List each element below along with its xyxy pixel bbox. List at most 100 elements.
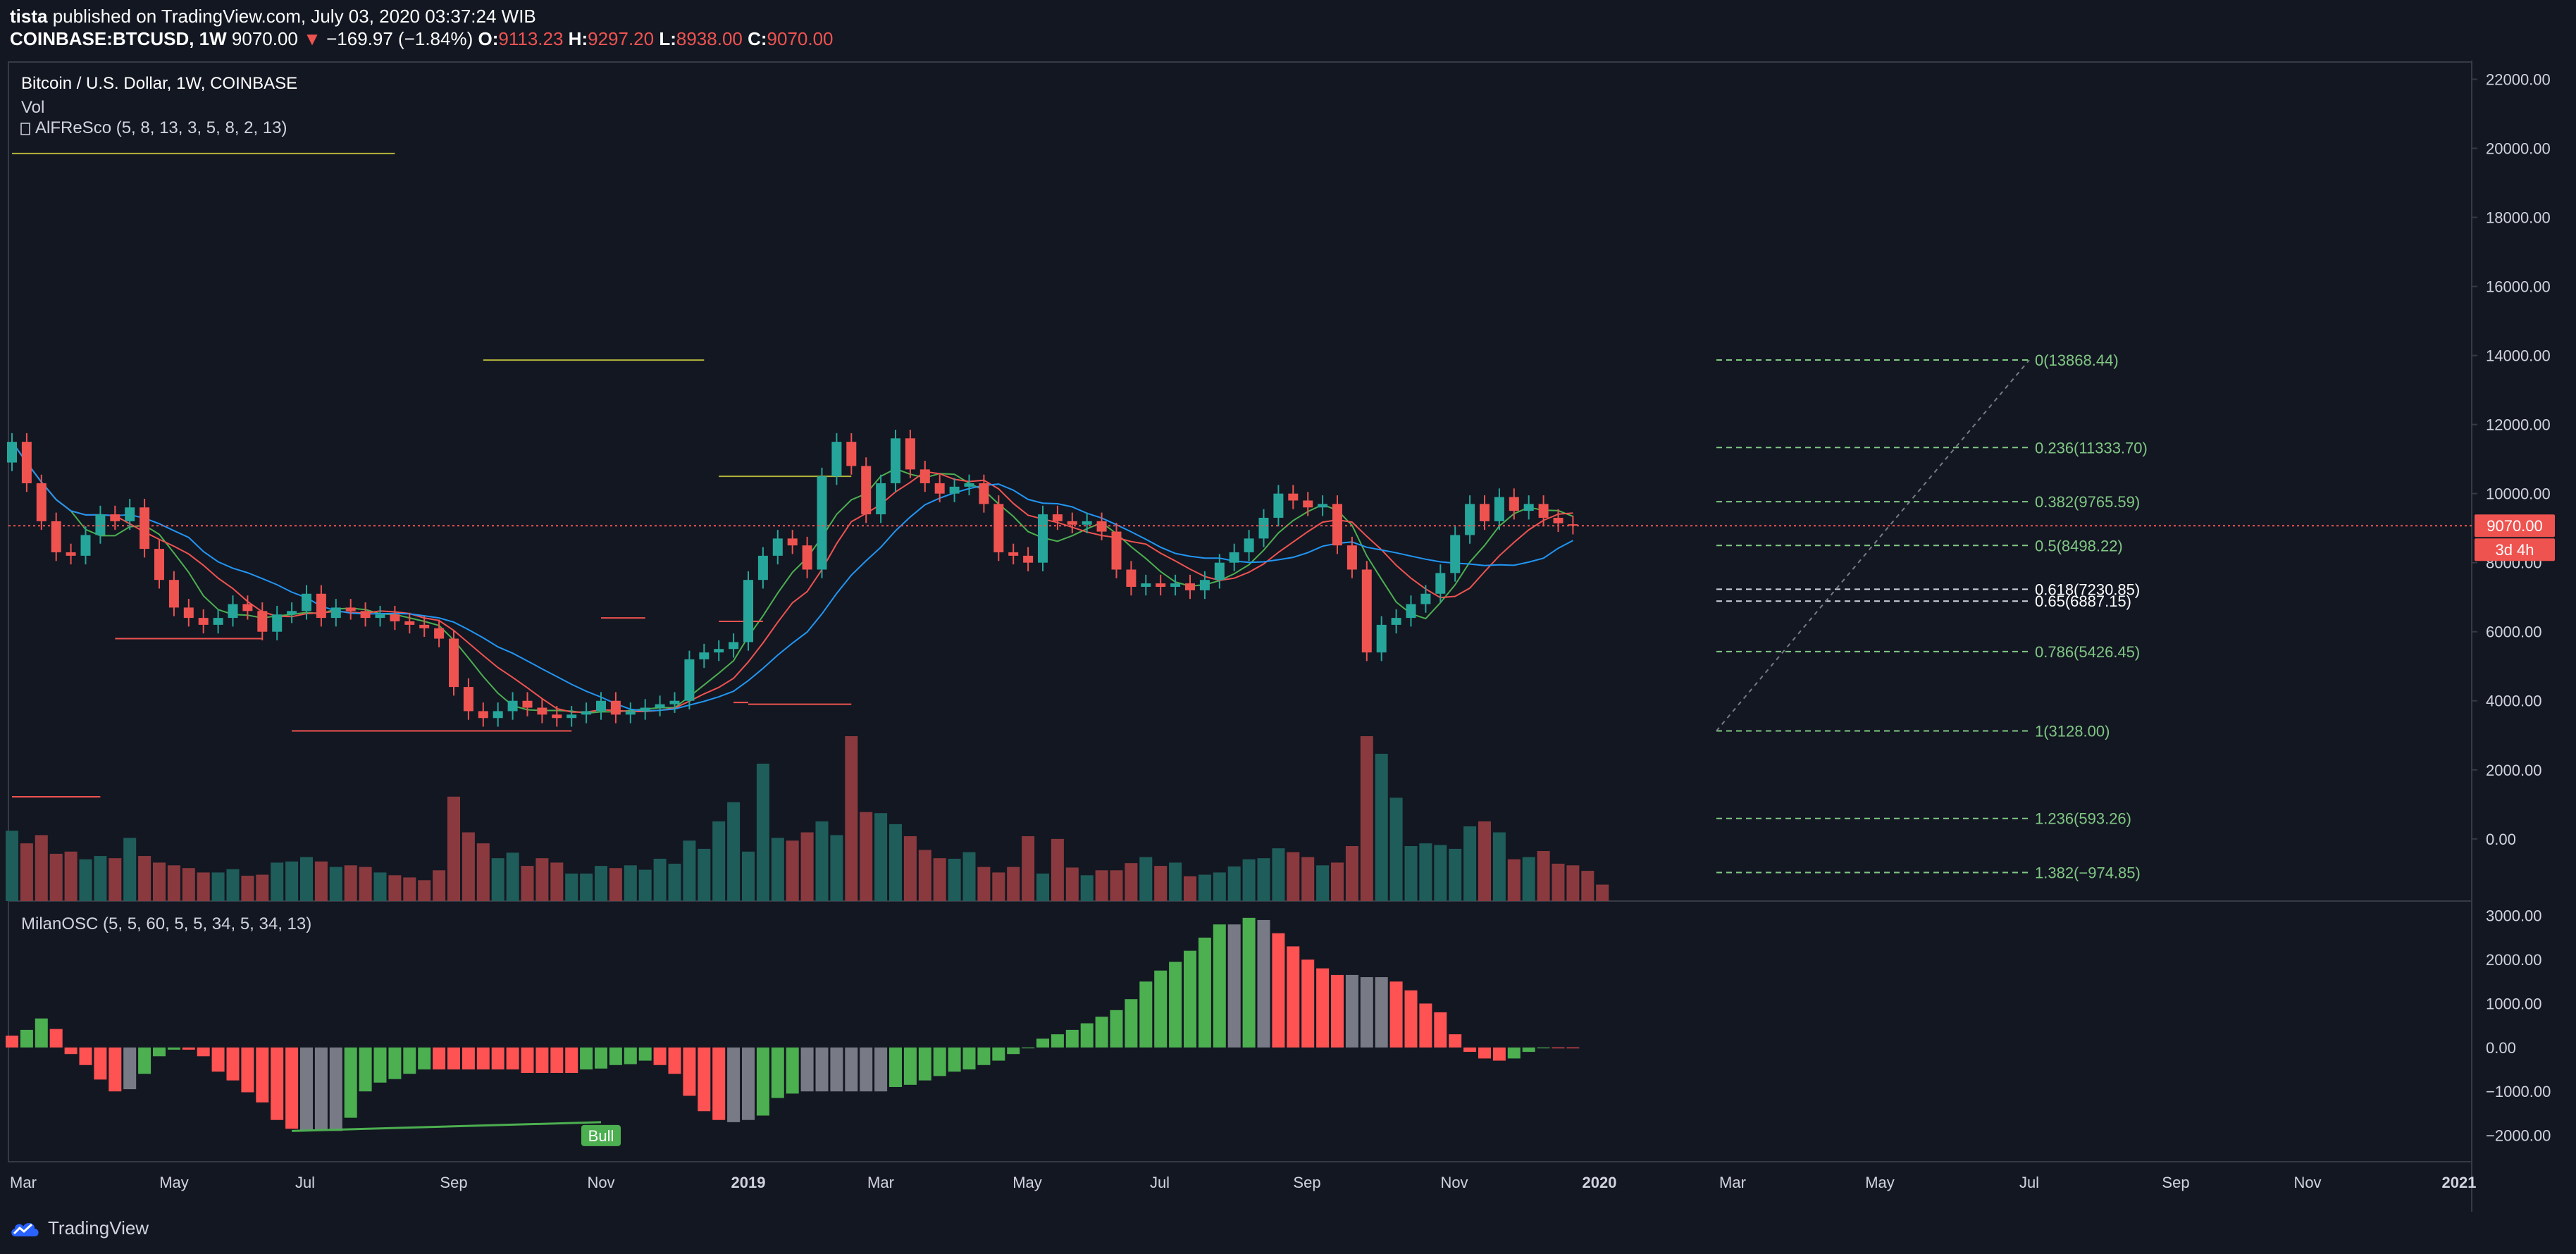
candle-body	[1509, 497, 1519, 511]
down-triangle-icon: ▼	[303, 28, 321, 49]
volume-bar	[1227, 866, 1241, 901]
candle-body	[257, 611, 268, 632]
candle-body	[729, 642, 739, 650]
symbol-label[interactable]: COINBASE:BTCUSD, 1W	[10, 28, 227, 49]
price-tick-label: 22000.00	[2486, 71, 2551, 89]
time-tick-label: Nov	[1440, 1174, 1468, 1191]
candle-body	[478, 711, 488, 719]
candle-body	[390, 614, 400, 621]
volume-bar	[668, 863, 681, 901]
osc-bar	[535, 1047, 549, 1074]
osc-bar	[447, 1047, 460, 1070]
osc-tick-label: 1000.00	[2486, 995, 2542, 1012]
fib-level-label: 0.65(6887.15)	[2035, 592, 2131, 610]
volume-bar	[1404, 846, 1418, 901]
last-price: 9070.00	[231, 28, 298, 49]
publisher-name[interactable]: tista	[10, 6, 48, 27]
osc-bar	[815, 1047, 829, 1092]
volume-bar	[182, 868, 195, 901]
price-change: −169.97 (−1.84%)	[326, 28, 473, 49]
volume-bar	[49, 853, 63, 901]
price-tick-label: 12000.00	[2486, 416, 2551, 434]
candle-body	[1406, 604, 1416, 619]
osc-bar	[903, 1047, 917, 1085]
candle-body	[1082, 521, 1092, 525]
volume-bar	[874, 813, 888, 901]
osc-bar	[271, 1047, 284, 1120]
candle-body	[1038, 514, 1048, 563]
candle-body	[979, 483, 989, 504]
legend-volume[interactable]: Vol	[21, 98, 44, 117]
high-label: H:	[568, 28, 588, 49]
candle-body	[198, 618, 209, 625]
candle-body	[140, 507, 150, 550]
candle-body	[1244, 538, 1254, 552]
publish-line: tista published on TradingView.com, July…	[10, 6, 536, 27]
candle-body	[330, 607, 341, 619]
volume-bar	[138, 856, 151, 901]
osc-bar	[756, 1047, 769, 1116]
osc-bar	[167, 1047, 180, 1050]
osc-bar	[653, 1047, 667, 1065]
volume-bar	[1537, 851, 1550, 901]
osc-bar	[20, 1029, 33, 1048]
volume-bar	[1522, 857, 1535, 901]
osc-bar	[211, 1047, 225, 1072]
osc-bar	[1110, 1010, 1123, 1048]
fib-retracement[interactable]: 0(13868.44) 0.236(11333.70) 0.382(9765.59)…	[1716, 352, 2148, 882]
osc-bar	[285, 1047, 299, 1129]
volume-bar	[1463, 826, 1477, 901]
osc-bar	[1404, 990, 1418, 1048]
osc-bar	[344, 1047, 357, 1118]
osc-bar	[1051, 1034, 1064, 1048]
legend-title[interactable]: Bitcoin / U.S. Dollar, 1W, COINBASE	[21, 74, 297, 93]
volume-bar	[771, 838, 784, 901]
osc-bar	[506, 1047, 519, 1070]
candle-body	[1568, 524, 1578, 526]
volume-bars	[6, 736, 1609, 901]
candle-body	[1346, 545, 1357, 570]
osc-bar	[638, 1047, 652, 1061]
volume-bar	[256, 874, 269, 901]
osc-bar	[1080, 1023, 1094, 1048]
axes: 22000.00 20000.00 18000.00 16000.00 14000.00…	[10, 71, 2551, 1191]
candle-body	[1361, 569, 1372, 653]
legend-oscillator[interactable]: MilanOSC (5, 5, 60, 5, 5, 34, 5, 34, 13)	[21, 914, 311, 933]
candle-body	[242, 604, 253, 612]
indicator-icon	[20, 123, 30, 135]
osc-bar	[1375, 977, 1388, 1048]
candle-body	[964, 483, 974, 487]
legend-indicator[interactable]: AlFReSco (5, 8, 13, 3, 5, 8, 2, 13)	[35, 118, 287, 137]
volume-bar	[992, 872, 1005, 901]
osc-bar	[1478, 1047, 1491, 1059]
volume-bar	[1331, 862, 1344, 901]
volume-bar	[1478, 821, 1491, 901]
candle-body	[640, 707, 650, 712]
price-tick-label: 2000.00	[2486, 762, 2542, 779]
osc-bar	[491, 1047, 504, 1070]
candle-body	[1465, 504, 1475, 535]
high-value: 9297.20	[588, 28, 655, 49]
candle-body	[772, 538, 783, 556]
candle-body	[316, 593, 326, 619]
tradingview-logo[interactable]: TradingView	[8, 1217, 149, 1239]
volume-bar	[403, 877, 416, 901]
volume-bar	[1596, 884, 1609, 901]
publish-info: published on TradingView.com, July 03, 2…	[52, 6, 536, 27]
candle-body	[168, 580, 179, 608]
bull-badge-text: Bull	[588, 1127, 614, 1145]
candle-body	[95, 514, 106, 535]
chart-canvas[interactable]: 0(13868.44) 0.236(11333.70) 0.382(9765.59)…	[0, 61, 2576, 1212]
low-value: 8938.00	[676, 28, 743, 49]
countdown-badge	[2475, 538, 2555, 561]
volume-bar	[830, 835, 843, 901]
price-tick-label: 14000.00	[2486, 347, 2551, 365]
candle-body	[743, 580, 753, 642]
candle-body	[905, 438, 915, 470]
osc-bar	[1434, 1012, 1447, 1048]
candle-body	[625, 711, 636, 715]
price-badge-text: 9070.00	[2487, 517, 2543, 535]
candle-body	[655, 704, 665, 708]
volume-bar	[1389, 797, 1403, 901]
candle-body	[1052, 514, 1063, 521]
